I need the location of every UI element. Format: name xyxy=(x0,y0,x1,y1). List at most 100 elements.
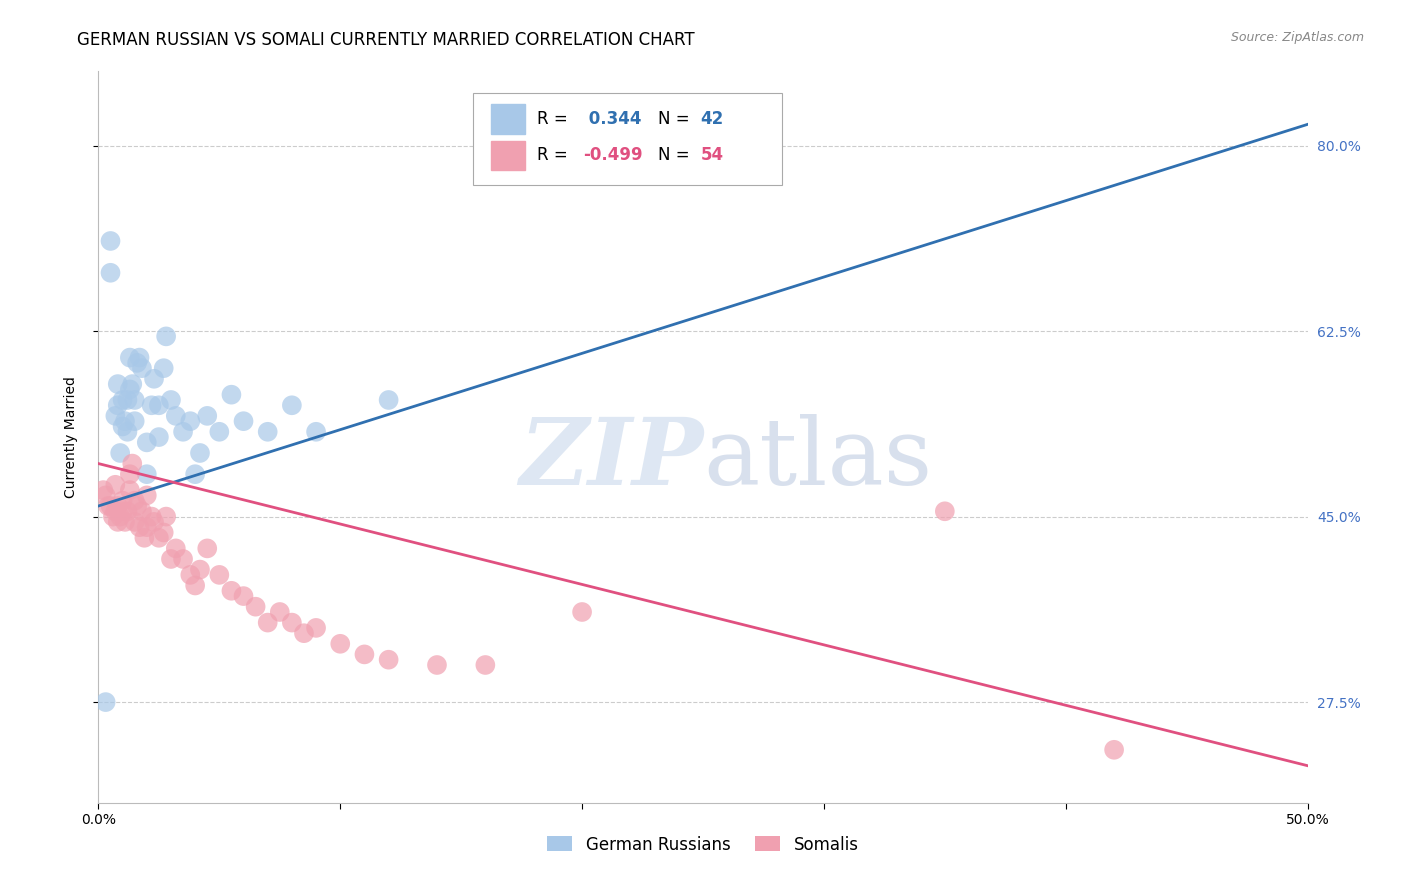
Point xyxy=(571,605,593,619)
FancyBboxPatch shape xyxy=(492,141,526,170)
Point xyxy=(184,578,207,592)
Point xyxy=(118,483,141,497)
Text: 42: 42 xyxy=(700,110,724,128)
Point xyxy=(91,483,114,497)
Point xyxy=(111,504,134,518)
Point xyxy=(179,567,201,582)
Point xyxy=(111,419,134,434)
Text: GERMAN RUSSIAN VS SOMALI CURRENTLY MARRIED CORRELATION CHART: GERMAN RUSSIAN VS SOMALI CURRENTLY MARRI… xyxy=(77,31,695,49)
Text: R =: R = xyxy=(537,110,574,128)
Point xyxy=(124,414,146,428)
Point xyxy=(114,414,136,428)
Point xyxy=(329,637,352,651)
Point xyxy=(111,493,134,508)
Point xyxy=(160,392,183,407)
Point xyxy=(100,234,122,248)
Point xyxy=(155,329,177,343)
Point xyxy=(141,398,163,412)
FancyBboxPatch shape xyxy=(474,94,782,185)
Text: -0.499: -0.499 xyxy=(583,146,643,164)
Point xyxy=(104,477,127,491)
Point xyxy=(127,499,149,513)
Point xyxy=(141,509,163,524)
Point xyxy=(121,457,143,471)
Point xyxy=(305,621,328,635)
Point xyxy=(148,531,170,545)
Point xyxy=(188,563,211,577)
FancyBboxPatch shape xyxy=(492,104,526,134)
Point xyxy=(128,351,150,365)
Point xyxy=(131,361,153,376)
Point xyxy=(101,509,124,524)
Point xyxy=(353,648,375,662)
Point xyxy=(188,446,211,460)
Text: N =: N = xyxy=(658,146,695,164)
Point xyxy=(107,515,129,529)
Point xyxy=(195,541,218,556)
Point xyxy=(148,430,170,444)
Point xyxy=(117,392,139,407)
Point xyxy=(269,605,291,619)
Point xyxy=(135,520,157,534)
Point xyxy=(221,583,243,598)
Point xyxy=(134,531,156,545)
Point xyxy=(208,567,231,582)
Point xyxy=(143,515,166,529)
Point xyxy=(165,541,187,556)
Text: Source: ZipAtlas.com: Source: ZipAtlas.com xyxy=(1230,31,1364,45)
Point xyxy=(121,377,143,392)
Point xyxy=(256,425,278,439)
Point xyxy=(94,488,117,502)
Point xyxy=(152,361,174,376)
Point xyxy=(143,372,166,386)
Point xyxy=(118,351,141,365)
Point xyxy=(152,525,174,540)
Point xyxy=(108,509,131,524)
Point xyxy=(245,599,267,614)
Text: atlas: atlas xyxy=(703,414,932,504)
Point xyxy=(165,409,187,423)
Point xyxy=(148,398,170,412)
Point xyxy=(281,398,304,412)
Text: 54: 54 xyxy=(700,146,724,164)
Point xyxy=(128,520,150,534)
Point xyxy=(377,653,399,667)
Point xyxy=(135,488,157,502)
Text: 0.344: 0.344 xyxy=(583,110,641,128)
Text: ZIP: ZIP xyxy=(519,414,703,504)
Y-axis label: Currently Married: Currently Married xyxy=(63,376,77,498)
Point xyxy=(172,425,194,439)
Point xyxy=(124,515,146,529)
Point xyxy=(104,409,127,423)
Point xyxy=(179,414,201,428)
Point xyxy=(426,658,449,673)
Point xyxy=(100,266,122,280)
Point xyxy=(232,414,254,428)
Point xyxy=(124,493,146,508)
Point xyxy=(184,467,207,482)
Point xyxy=(114,515,136,529)
Point xyxy=(135,435,157,450)
Point xyxy=(1102,743,1125,757)
Point xyxy=(208,425,231,439)
Text: R =: R = xyxy=(537,146,574,164)
Point xyxy=(127,356,149,370)
Point xyxy=(124,392,146,407)
Point xyxy=(474,658,496,673)
Point xyxy=(117,504,139,518)
Point xyxy=(108,446,131,460)
Point xyxy=(118,467,141,482)
Point xyxy=(377,392,399,407)
Legend: German Russians, Somalis: German Russians, Somalis xyxy=(541,829,865,860)
Point xyxy=(118,383,141,397)
Point xyxy=(160,552,183,566)
Point xyxy=(281,615,304,630)
Point xyxy=(100,499,122,513)
Point xyxy=(107,499,129,513)
Point xyxy=(172,552,194,566)
Point xyxy=(135,467,157,482)
Point xyxy=(292,626,315,640)
Point xyxy=(94,695,117,709)
Point xyxy=(934,504,956,518)
Point xyxy=(221,387,243,401)
